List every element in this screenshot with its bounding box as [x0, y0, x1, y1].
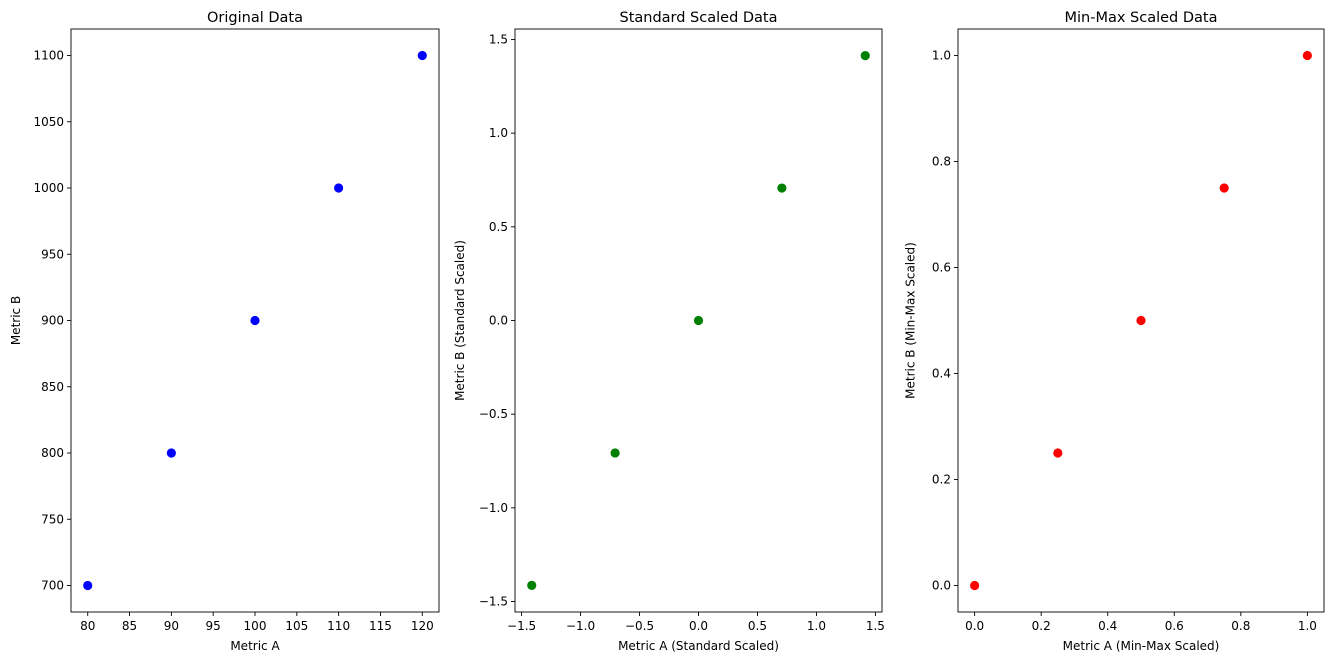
chart-panel-3: 0.0 0.2 0.4 0.6 0.8 1.0 0.0 0.2 0.4 0.6 0.8 1.0 Min-… — [903, 10, 1325, 653]
y-tick-label: 1.0 — [489, 126, 508, 140]
y-axis-label: Metric B — [9, 296, 23, 345]
y-tick-label: 0.5 — [489, 220, 508, 234]
y-tick-label: 0.2 — [932, 473, 951, 487]
x-tick-label: 1.0 — [1298, 619, 1317, 633]
y-tick-label: 1100 — [33, 49, 64, 63]
x-tick-label: 0.0 — [965, 619, 984, 633]
y-axis-label: Metric B (Standard Scaled) — [453, 240, 467, 401]
x-tick-label: 100 — [244, 619, 267, 633]
x-tick-label: −1.0 — [566, 619, 595, 633]
y-tick-label: 0.4 — [932, 367, 951, 381]
x-tick-label: 0.0 — [689, 619, 708, 633]
y-tick-label: −1.5 — [479, 595, 508, 609]
y-axis-label: Metric B (Min-Max Scaled) — [903, 242, 917, 399]
data-point — [250, 315, 260, 326]
chart-title: Min-Max Scaled Data — [1065, 10, 1218, 26]
x-tick-label: 95 — [206, 619, 221, 633]
y-tick-label: 0.0 — [489, 314, 508, 328]
x-tick-label: 120 — [411, 619, 434, 633]
data-point — [527, 580, 537, 590]
data-point — [1053, 448, 1063, 458]
y-tick-label: 0.0 — [932, 579, 951, 593]
data-point — [1219, 183, 1229, 193]
chart-title: Standard Scaled Data — [619, 10, 777, 26]
data-point — [166, 448, 176, 458]
y-tick-label: 950 — [41, 247, 64, 261]
data-point — [417, 50, 427, 61]
y-tick-label: 750 — [41, 512, 64, 526]
y-tick-label: −1.0 — [479, 501, 508, 515]
x-tick-label: 85 — [122, 619, 137, 633]
chart-title: Original Data — [207, 10, 303, 26]
x-tick-label: 80 — [80, 619, 95, 633]
x-tick-label: −1.5 — [507, 619, 536, 633]
x-tick-label: 0.4 — [1098, 619, 1117, 633]
x-tick-label: 90 — [164, 619, 179, 633]
data-point — [777, 183, 787, 193]
data-point — [860, 51, 870, 61]
x-tick-label: 0.8 — [1231, 619, 1250, 633]
x-tick-label: −0.5 — [625, 619, 654, 633]
x-tick-label: 1.5 — [866, 619, 885, 633]
x-tick-label: 110 — [327, 619, 350, 633]
y-tick-label: 0.6 — [932, 261, 951, 275]
y-tick-label: 1000 — [33, 181, 64, 195]
data-point — [334, 183, 344, 193]
data-point — [1136, 315, 1146, 326]
x-axis-label: Metric A (Standard Scaled) — [618, 639, 779, 653]
x-tick-label: 1.0 — [807, 619, 826, 633]
chart-panel-2: −1.5 −1.0 −0.5 0.0 0.5 1.0 1.5 −1.5 −1.0 −0.5 0.0 0… — [453, 10, 885, 653]
y-tick-label: −0.5 — [479, 407, 508, 421]
x-tick-label: 0.6 — [1165, 619, 1184, 633]
y-tick-label: 850 — [41, 380, 64, 394]
y-tick-label: 900 — [41, 314, 64, 328]
data-point — [693, 315, 704, 326]
y-tick-label: 700 — [41, 579, 64, 593]
chart-panel-1: 80 85 90 95 100 105 110 115 120 700 750 800 850 900 95… — [9, 10, 440, 653]
x-tick-label: 0.2 — [1032, 619, 1051, 633]
plot-frame — [957, 28, 1325, 613]
x-tick-label: 115 — [369, 619, 392, 633]
x-tick-label: 0.5 — [748, 619, 767, 633]
y-tick-label: 1.5 — [489, 32, 508, 46]
x-tick-label: 105 — [285, 619, 308, 633]
y-tick-label: 800 — [41, 446, 64, 460]
x-axis-label: Metric A — [230, 639, 280, 653]
y-tick-label: 1050 — [33, 115, 64, 129]
data-point — [610, 448, 620, 458]
data-point — [83, 580, 93, 591]
x-axis-label: Metric A (Min-Max Scaled) — [1063, 639, 1220, 653]
y-tick-label: 1.0 — [932, 49, 951, 63]
data-point — [970, 580, 980, 591]
y-tick-label: 0.8 — [932, 155, 951, 169]
data-point — [1302, 50, 1312, 61]
